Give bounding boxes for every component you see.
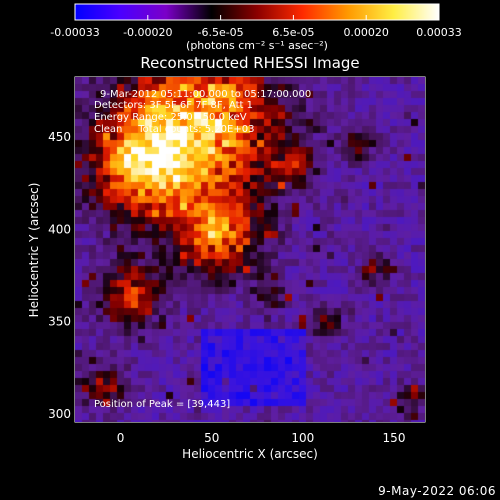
rhessi-image-map [75, 77, 425, 422]
colorbar-tick-label: 0.00033 [416, 26, 462, 39]
colorbar-tick-label: -6.5e-05 [197, 26, 243, 39]
colorbar-units-label: (photons cm⁻² s⁻¹ asec⁻²) [186, 39, 328, 52]
y-axis-label: Heliocentric Y (arcsec) [27, 183, 41, 318]
colorbar-tick-label: -0.00020 [123, 26, 172, 39]
colorbar-tick-label: 6.5e-05 [272, 26, 314, 39]
colorbar-border [74, 3, 440, 21]
colorbar-tick-labels: -0.00033 -0.00020 -6.5e-05 6.5e-05 0.00020 0.… [50, 26, 461, 39]
x-tick-label: 150 [383, 431, 406, 445]
plot-title: Reconstructed RHESSI Image [140, 54, 359, 72]
x-tick-label: 100 [291, 431, 314, 445]
footer-date: 9-May-2022 06:06 [378, 484, 496, 498]
colorbar-ticks [74, 3, 440, 21]
y-tick-label: 400 [48, 222, 71, 236]
x-tick-label: 50 [204, 431, 219, 445]
colorbar-tick-label: -0.00033 [50, 26, 99, 39]
y-tick-label: 300 [48, 407, 71, 421]
x-axis-label: Heliocentric X (arcsec) [182, 447, 318, 461]
x-tick-label: 0 [117, 431, 125, 445]
y-tick-label: 350 [48, 315, 71, 329]
colorbar-tick-label: 0.00020 [343, 26, 389, 39]
colorbar-gradient [75, 4, 439, 20]
y-tick-label: 450 [48, 130, 71, 144]
